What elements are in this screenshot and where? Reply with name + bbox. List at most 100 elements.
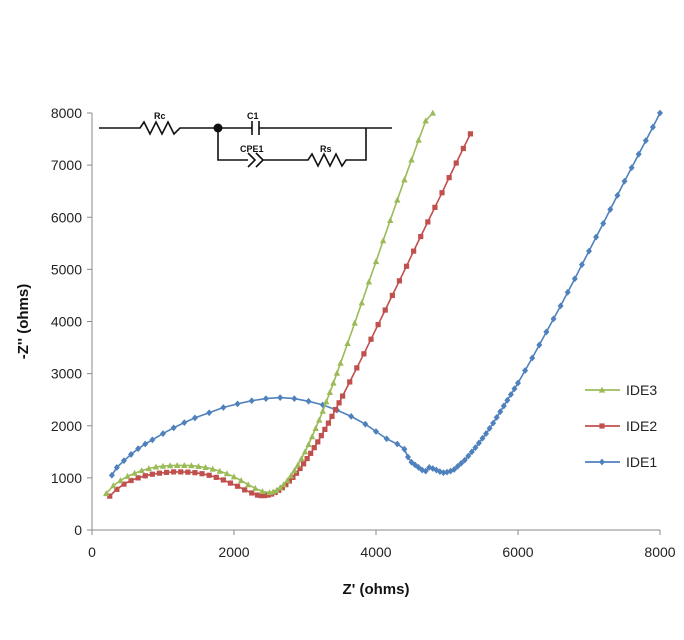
data-point-ide3 — [230, 473, 238, 480]
data-point-ide2 — [156, 470, 163, 476]
data-point-ide1 — [486, 424, 493, 432]
data-point-ide2 — [142, 473, 148, 479]
data-point-ide2 — [336, 400, 342, 406]
data-point-ide1 — [479, 434, 486, 442]
data-point-ide1 — [234, 400, 241, 408]
data-point-ide2 — [234, 483, 241, 489]
data-point-ide1 — [373, 428, 379, 435]
data-point-ide3 — [415, 136, 422, 143]
data-point-ide1 — [493, 414, 500, 421]
data-point-ide3 — [145, 465, 152, 472]
y-tick-label: 7000 — [51, 157, 82, 173]
data-point-ide2 — [227, 480, 234, 486]
data-point-ide1 — [394, 440, 401, 448]
data-point-ide2 — [329, 413, 335, 419]
data-point-ide2 — [308, 450, 314, 456]
data-point-ide1 — [135, 445, 142, 453]
data-point-ide3 — [131, 469, 138, 476]
data-point-ide1 — [128, 451, 135, 458]
data-point-ide1 — [536, 341, 543, 349]
legend-label-ide3: IDE3 — [626, 382, 657, 398]
data-point-ide3 — [394, 196, 401, 203]
data-point-ide3 — [269, 488, 277, 495]
x-axis-title: Z' (ohms) — [343, 581, 410, 598]
data-point-ide3 — [152, 463, 160, 470]
data-point-ide1 — [348, 412, 355, 420]
data-point-ide2 — [332, 406, 339, 413]
data-point-ide3 — [245, 481, 252, 488]
data-point-ide2 — [199, 471, 205, 477]
y-tick-label: 5000 — [51, 261, 82, 277]
data-point-ide2 — [242, 487, 248, 493]
data-point-ide1 — [451, 466, 458, 473]
data-point-ide1 — [557, 302, 564, 310]
data-point-ide3 — [344, 339, 351, 346]
data-point-ide1 — [507, 391, 514, 398]
data-point-ide1 — [277, 394, 284, 402]
data-point-ide3 — [372, 258, 380, 265]
data-point-ide1 — [108, 471, 115, 479]
data-point-ide2 — [375, 322, 381, 328]
circuit-wire — [218, 121, 392, 135]
data-point-ide1 — [586, 247, 592, 255]
data-point-ide1 — [500, 402, 507, 410]
data-point-ide2 — [453, 160, 459, 166]
data-point-ide1 — [504, 396, 511, 404]
data-point-ide2 — [261, 492, 268, 499]
data-point-ide2 — [467, 131, 474, 137]
data-point-ide3 — [237, 477, 245, 484]
legend-marker-ide2 — [599, 423, 605, 429]
data-point-ide2 — [220, 477, 226, 483]
data-point-ide2 — [107, 493, 113, 499]
data-point-ide1 — [593, 233, 600, 241]
data-point-ide3 — [223, 470, 231, 477]
legend-label-ide1: IDE1 — [626, 454, 657, 470]
data-point-ide3 — [429, 109, 436, 116]
data-point-ide1 — [248, 397, 255, 405]
y-tick-label: 4000 — [51, 314, 82, 330]
data-point-ide3 — [138, 467, 145, 474]
data-point-ide2 — [304, 455, 310, 462]
data-point-ide1 — [206, 409, 213, 417]
data-point-ide2 — [389, 292, 395, 299]
data-point-ide2 — [286, 478, 292, 484]
data-point-ide2 — [361, 351, 367, 357]
data-point-ide3 — [216, 467, 223, 474]
data-point-ide1 — [149, 436, 156, 444]
data-point-ide3 — [408, 156, 415, 163]
data-point-ide3 — [308, 433, 316, 440]
legend-entry-ide2: IDE2 — [585, 418, 657, 434]
data-point-ide1 — [160, 430, 166, 437]
y-tick-label: 2000 — [51, 418, 82, 434]
data-point-ide2 — [340, 393, 346, 399]
data-point-ide2 — [432, 204, 438, 210]
data-point-ide2 — [403, 263, 410, 269]
data-point-ide1 — [468, 448, 475, 456]
data-point-ide3 — [333, 369, 341, 376]
data-point-ide3 — [337, 359, 344, 366]
y-tick-label: 0 — [74, 522, 82, 538]
data-point-ide1 — [191, 414, 198, 422]
data-point-ide2 — [121, 481, 127, 487]
data-point-ide1 — [401, 445, 408, 453]
data-point-ide3 — [181, 461, 188, 468]
data-point-ide1 — [550, 315, 557, 323]
data-point-ide2 — [368, 336, 374, 342]
circuit-wire — [217, 128, 367, 168]
data-point-ide1 — [657, 109, 663, 117]
y-tick-label: 8000 — [51, 105, 82, 121]
data-point-ide1 — [404, 453, 411, 461]
data-point-ide1 — [181, 419, 188, 427]
data-point-ide1 — [120, 457, 127, 465]
data-point-ide3 — [316, 416, 323, 423]
data-point-ide1 — [578, 261, 585, 269]
data-point-ide3 — [284, 477, 291, 484]
data-point-ide1 — [635, 150, 642, 158]
legend: IDE3 IDE2 IDE1 — [585, 382, 657, 470]
data-point-ide1 — [429, 465, 436, 472]
data-point-ide3 — [110, 482, 117, 489]
data-point-ide1 — [497, 408, 504, 416]
data-point-ide1 — [422, 467, 429, 475]
data-point-ide2 — [311, 445, 317, 451]
legend-marker-ide3 — [598, 386, 606, 393]
